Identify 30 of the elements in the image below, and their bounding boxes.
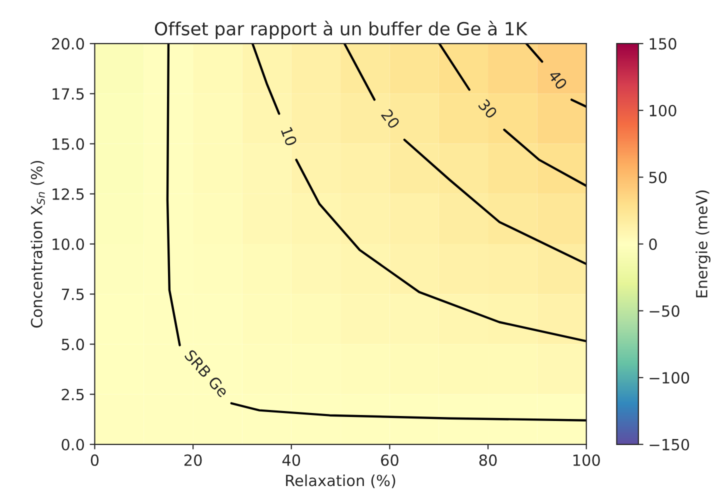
text: 40 (548, 69, 568, 90)
y-tick-label: 12.5 (52, 188, 84, 200)
color-bar-label: 50 (649, 172, 667, 184)
y-tick-label: 20.0 (52, 38, 84, 50)
x-axis-title: Relaxation (%) (286, 474, 396, 488)
x-tick-label: 40 (282, 454, 300, 466)
text: 30 (478, 98, 498, 120)
x-tick-label: 0 (90, 454, 99, 466)
text: 20 (380, 108, 400, 130)
y-tick-label: 15.0 (52, 138, 84, 150)
color-bar-title: Energie (meV) (696, 190, 710, 298)
x-tick-label: 100 (573, 454, 600, 466)
chart-title: Offset par rapport à un buffer de Ge à 1K (154, 20, 528, 40)
y-tick-label: 7.5 (62, 288, 84, 300)
x-tick-label: 80 (479, 454, 497, 466)
y-tick-label: 17.5 (52, 88, 84, 100)
y-tick-label: 2.5 (62, 388, 84, 400)
color-bar-label: −100 (650, 372, 690, 384)
y-tick-label: 0.0 (62, 438, 84, 450)
color-bar-label: 100 (650, 104, 676, 116)
x-tick-label: 60 (381, 454, 398, 466)
color-bar-label: −50 (650, 305, 680, 317)
y-tick-label: 5.0 (62, 338, 84, 350)
x-tick-label: 20 (184, 454, 202, 466)
color-bar-label: 150 (650, 38, 676, 50)
text: 10 (280, 126, 298, 146)
color-bar-label: −150 (650, 438, 690, 450)
color-bar-label: 0 (649, 238, 657, 250)
y-axis-title: Concentration X$_{Sn}$ (%) (30, 160, 45, 328)
y-tick-label: 10.0 (52, 238, 84, 250)
